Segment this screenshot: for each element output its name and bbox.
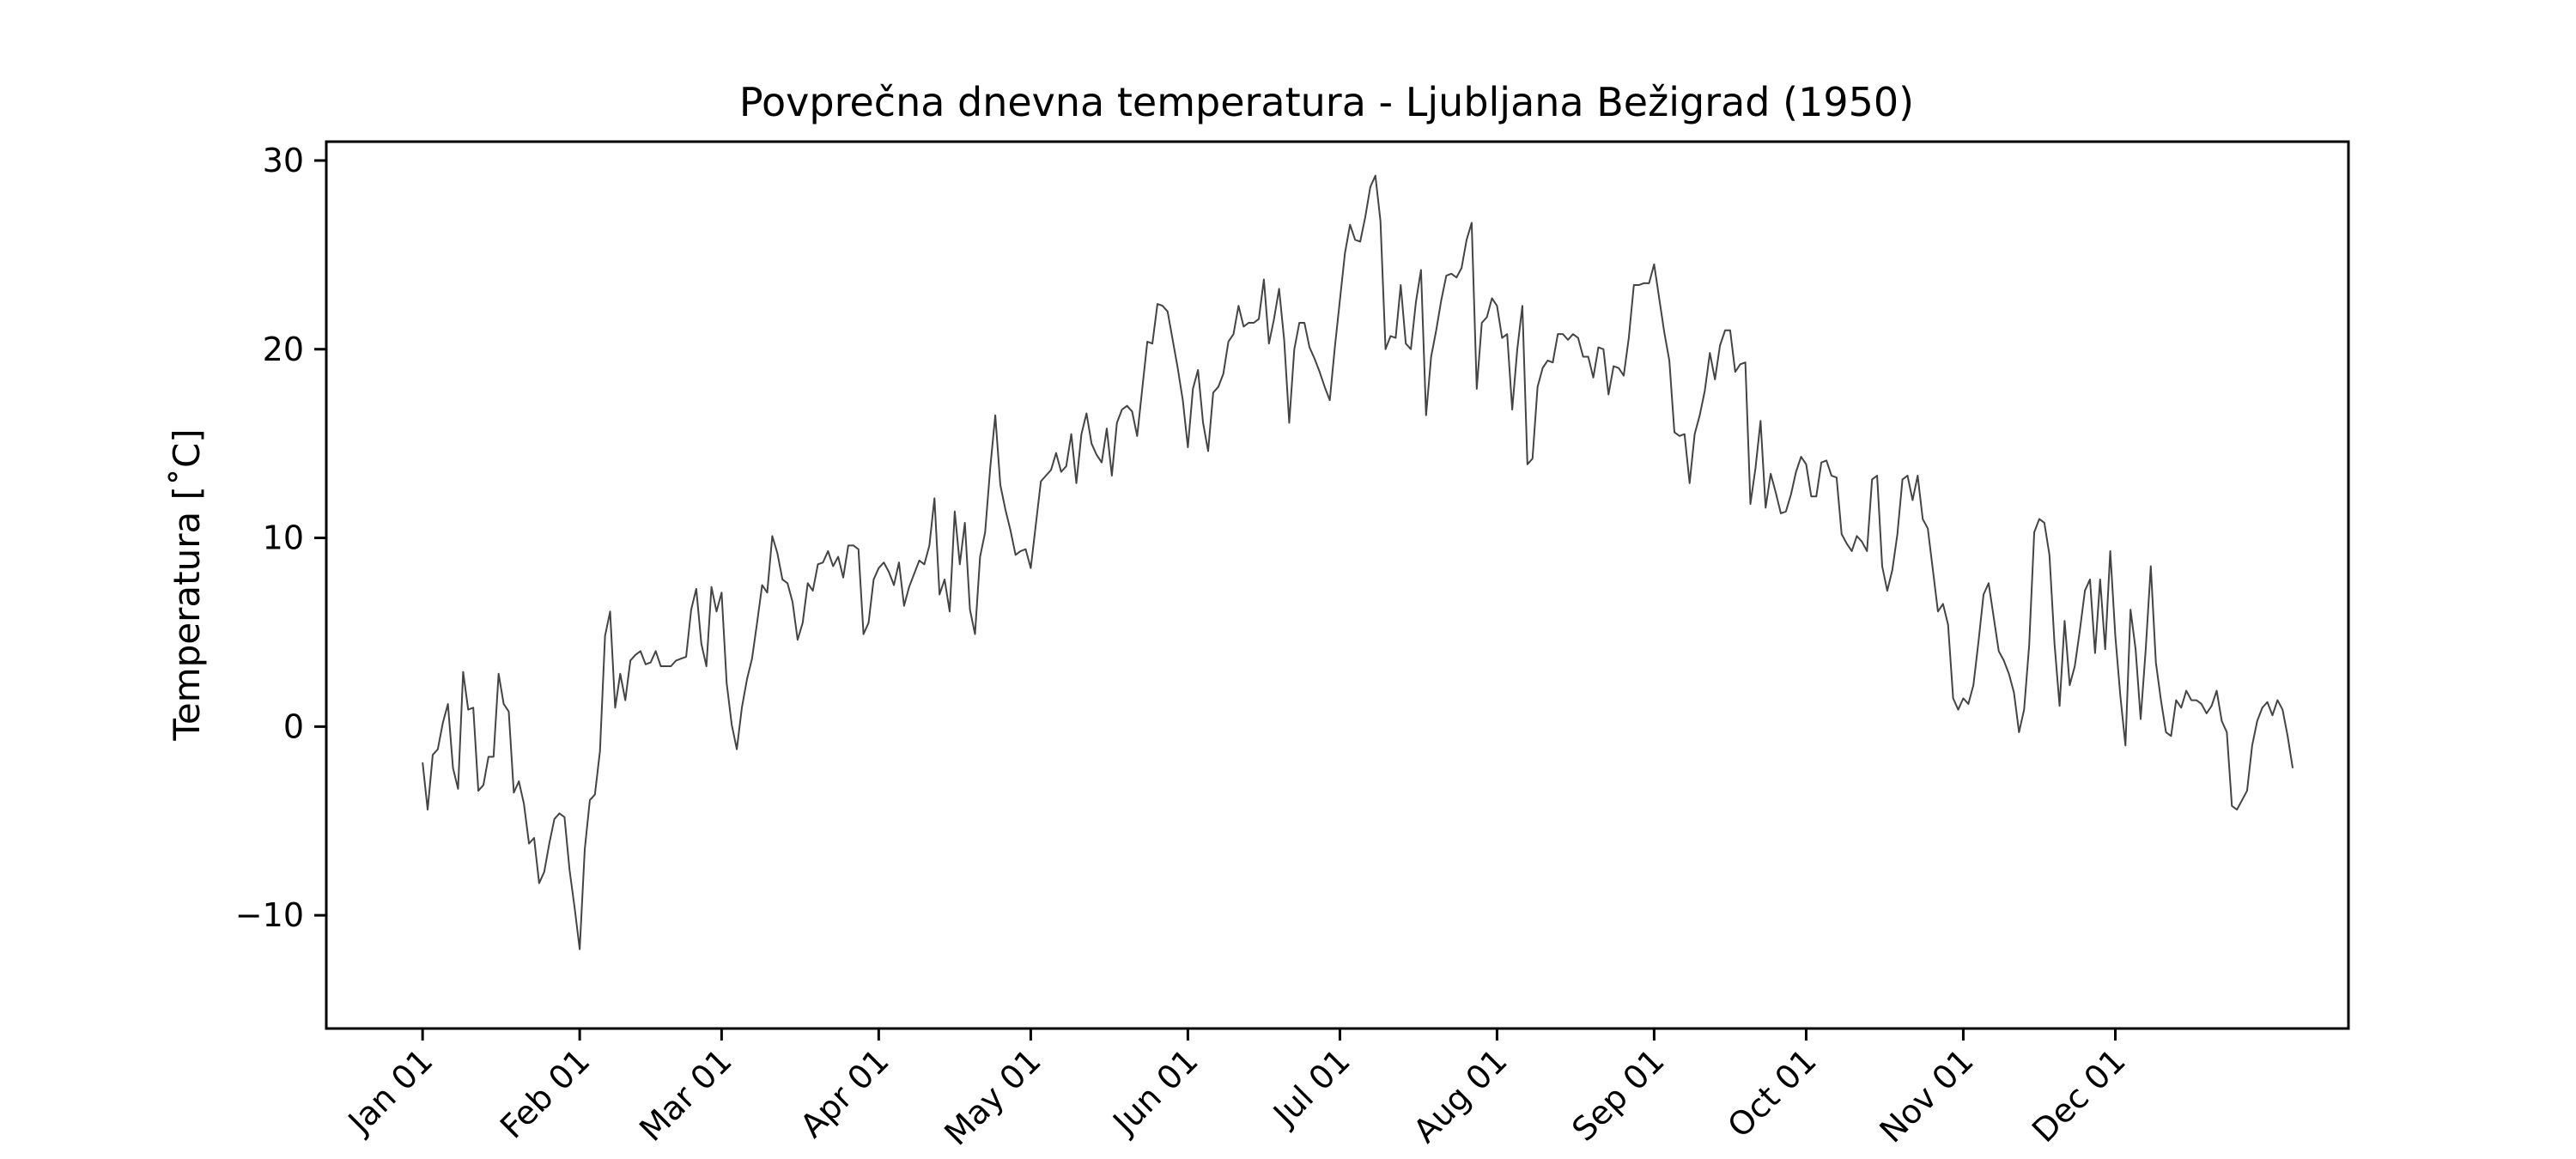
y-tick-label: 30 (263, 142, 304, 179)
y-axis-label: Temperatura [˚C] (166, 428, 208, 741)
y-tick-label: 20 (263, 331, 304, 368)
plot-area (325, 140, 2350, 1030)
y-tick-label: 0 (283, 707, 304, 745)
axes-frame (325, 140, 2350, 1030)
series-line-temperature (422, 174, 2294, 950)
y-tick-label: −10 (235, 896, 304, 934)
y-axis: −10 0 10 20 30 (235, 142, 326, 934)
y-tick-label: 10 (263, 519, 304, 557)
chart-title: Povprečna dnevna temperatura - Ljubljana… (739, 79, 1914, 125)
